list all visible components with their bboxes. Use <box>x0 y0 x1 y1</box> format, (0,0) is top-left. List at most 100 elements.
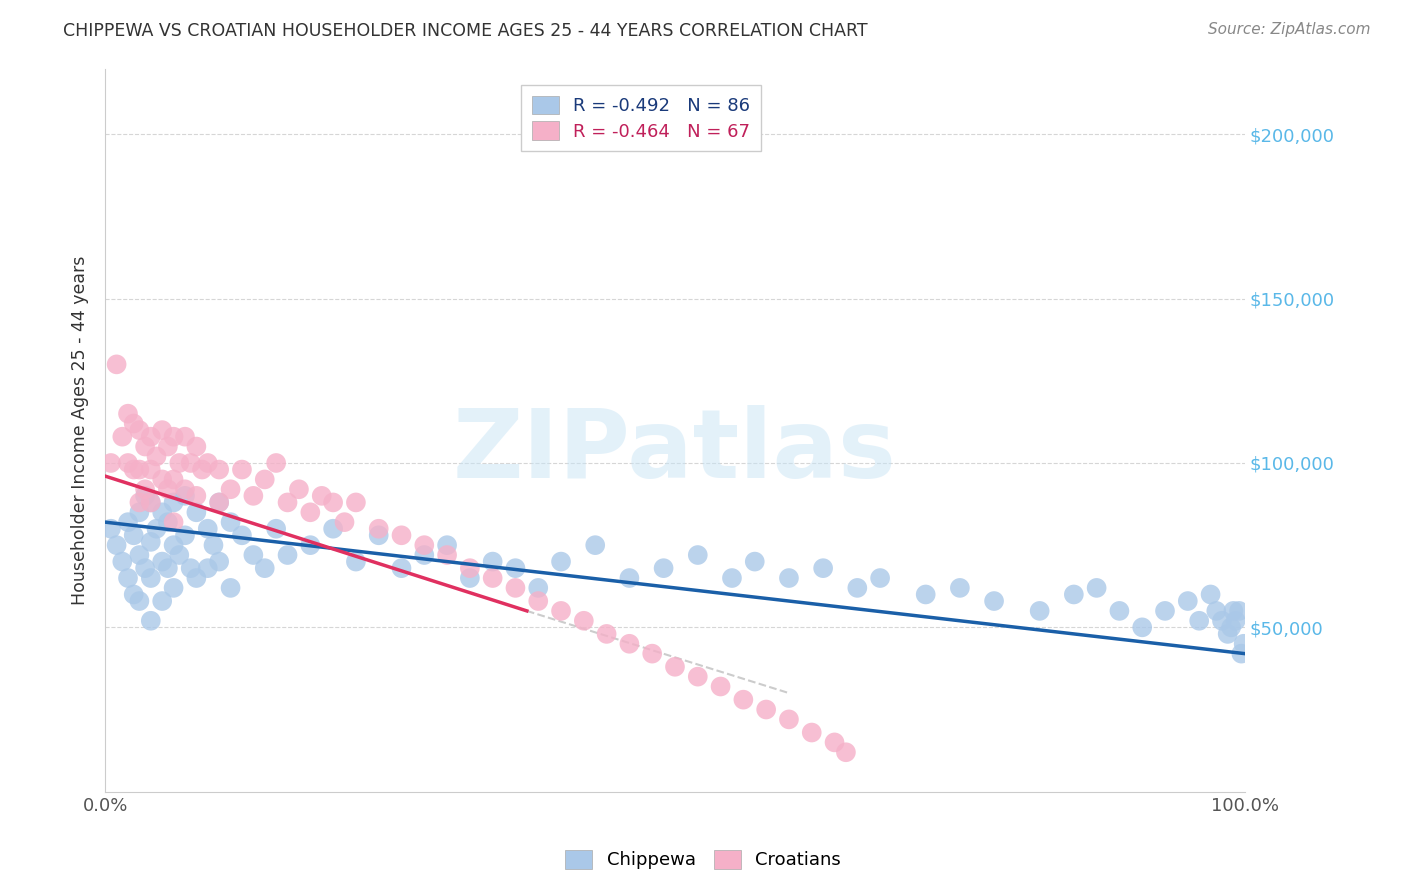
Point <box>367 528 389 542</box>
Point <box>219 515 242 529</box>
Point <box>299 538 322 552</box>
Point <box>150 555 173 569</box>
Point <box>949 581 972 595</box>
Point <box>436 548 458 562</box>
Point <box>824 735 846 749</box>
Point <box>686 548 709 562</box>
Point <box>1222 604 1244 618</box>
Point <box>162 581 184 595</box>
Point <box>664 660 686 674</box>
Point <box>572 614 595 628</box>
Point <box>253 472 276 486</box>
Point <box>169 548 191 562</box>
Point <box>111 555 134 569</box>
Point <box>583 538 606 552</box>
Point <box>208 555 231 569</box>
Point <box>242 548 264 562</box>
Point <box>162 495 184 509</box>
Point <box>595 627 617 641</box>
Point <box>527 594 550 608</box>
Point <box>846 581 869 595</box>
Point <box>1154 604 1177 618</box>
Point <box>197 561 219 575</box>
Point <box>333 515 356 529</box>
Point <box>128 548 150 562</box>
Point <box>122 417 145 431</box>
Point <box>150 505 173 519</box>
Point <box>481 555 503 569</box>
Point <box>264 456 287 470</box>
Point <box>436 538 458 552</box>
Point <box>641 647 664 661</box>
Point <box>128 594 150 608</box>
Point <box>180 456 202 470</box>
Point <box>1063 587 1085 601</box>
Point <box>174 483 197 497</box>
Legend: Chippewa, Croatians: Chippewa, Croatians <box>555 841 851 879</box>
Point <box>1028 604 1050 618</box>
Point <box>413 548 436 562</box>
Point <box>811 561 834 575</box>
Point <box>710 680 733 694</box>
Point <box>686 670 709 684</box>
Point <box>744 555 766 569</box>
Point <box>208 495 231 509</box>
Point <box>145 450 167 464</box>
Point <box>162 430 184 444</box>
Point <box>197 522 219 536</box>
Point <box>391 528 413 542</box>
Point <box>128 423 150 437</box>
Point <box>139 614 162 628</box>
Point <box>180 561 202 575</box>
Point <box>100 522 122 536</box>
Point <box>208 462 231 476</box>
Point <box>162 538 184 552</box>
Point <box>162 515 184 529</box>
Text: Source: ZipAtlas.com: Source: ZipAtlas.com <box>1208 22 1371 37</box>
Point <box>550 604 572 618</box>
Point <box>156 440 179 454</box>
Point <box>174 430 197 444</box>
Point <box>208 495 231 509</box>
Point <box>174 489 197 503</box>
Point <box>156 483 179 497</box>
Point <box>800 725 823 739</box>
Point <box>619 637 641 651</box>
Point <box>150 423 173 437</box>
Point <box>122 587 145 601</box>
Point <box>264 522 287 536</box>
Point <box>835 745 858 759</box>
Point <box>139 462 162 476</box>
Point <box>186 505 208 519</box>
Point <box>733 692 755 706</box>
Point <box>111 430 134 444</box>
Point <box>105 538 128 552</box>
Point <box>162 472 184 486</box>
Point <box>150 594 173 608</box>
Point <box>134 489 156 503</box>
Point <box>145 522 167 536</box>
Point <box>100 456 122 470</box>
Point <box>1230 647 1253 661</box>
Y-axis label: Householder Income Ages 25 - 44 years: Householder Income Ages 25 - 44 years <box>72 255 89 605</box>
Point <box>619 571 641 585</box>
Point <box>1225 614 1247 628</box>
Point <box>219 581 242 595</box>
Point <box>869 571 891 585</box>
Point <box>505 581 527 595</box>
Point <box>914 587 936 601</box>
Point <box>174 528 197 542</box>
Point <box>1130 620 1153 634</box>
Point <box>550 555 572 569</box>
Point <box>156 515 179 529</box>
Point <box>197 456 219 470</box>
Point <box>139 495 162 509</box>
Point <box>367 522 389 536</box>
Point <box>117 515 139 529</box>
Point <box>150 472 173 486</box>
Point <box>1205 604 1227 618</box>
Point <box>1233 637 1256 651</box>
Point <box>156 561 179 575</box>
Point <box>117 571 139 585</box>
Point <box>755 702 778 716</box>
